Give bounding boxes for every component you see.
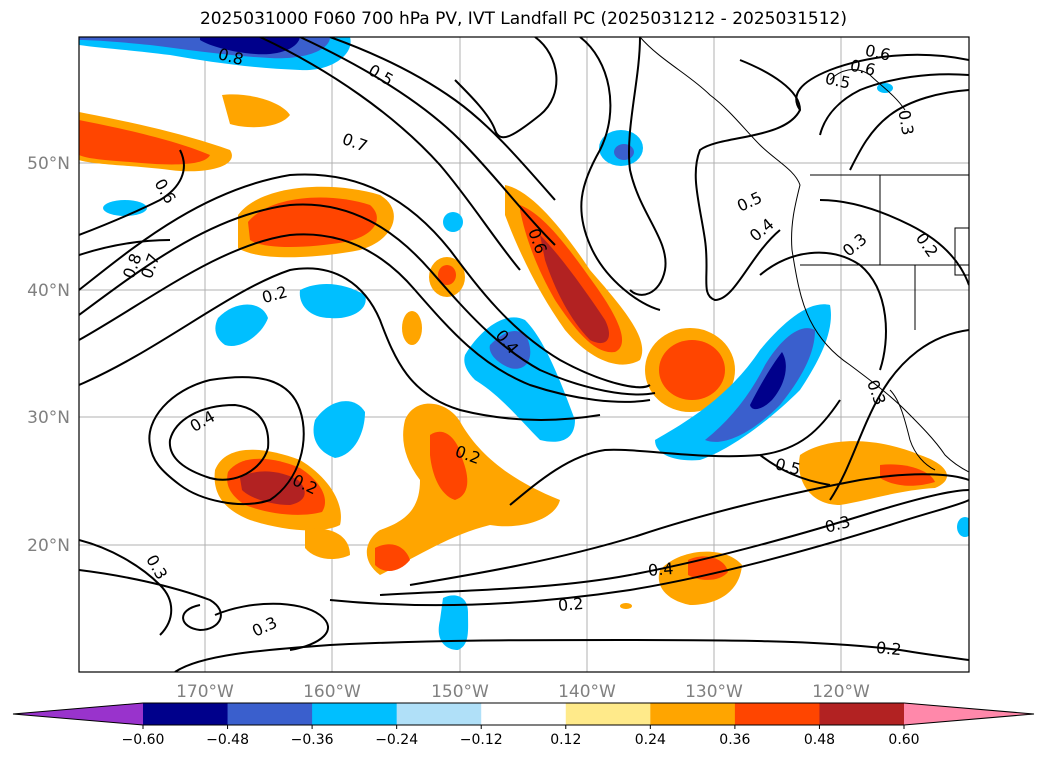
colorbar-swatch (734, 703, 820, 725)
colorbar-extend-max (904, 703, 1034, 725)
contour-label: 0.3 (894, 108, 917, 136)
pv-contours (79, 37, 969, 672)
lat-tick-label: 20°N (27, 536, 70, 556)
lat-tick-label: 30°N (27, 408, 70, 428)
colorbar-tick-label: −0.36 (291, 732, 334, 748)
colorbar-tick-label: 0.36 (719, 732, 750, 748)
colorbar-swatch (143, 703, 229, 725)
lat-tick-label: 40°N (27, 281, 70, 301)
lon-tick-label: 150°W (431, 682, 489, 702)
colorbar-swatch (396, 703, 482, 725)
contour-label: 0.2 (557, 594, 584, 615)
lon-tick-label: 160°W (303, 682, 361, 702)
colorbar-tick-label: −0.12 (460, 732, 503, 748)
colorbar-swatch (819, 703, 905, 725)
lon-tick-label: 170°W (176, 682, 234, 702)
lat-tick-labels: 50°N 40°N 30°N 20°N (27, 154, 70, 556)
lon-tick-label: 140°W (558, 682, 616, 702)
contour-label: 0.4 (647, 559, 674, 580)
colorbar-tick-label: 0.48 (804, 732, 835, 748)
colorbar-tick-label: −0.48 (206, 732, 249, 748)
colorbar-swatch (312, 703, 398, 725)
contour-label: 0.2 (875, 638, 902, 659)
colorbar-tick-label: 0.12 (550, 732, 581, 748)
contour-label: 0.6 (848, 56, 877, 80)
colorbar-tick-label: 0.60 (888, 732, 919, 748)
shaded-field (79, 37, 969, 650)
lon-tick-label: 120°W (812, 682, 870, 702)
colorbar-swatch (227, 703, 313, 725)
colorbar-swatch (481, 703, 567, 725)
lon-tick-label: 130°W (685, 682, 743, 702)
coastline (639, 37, 969, 473)
colorbar-swatch (650, 703, 736, 725)
map-frame (78, 36, 970, 673)
colorbar-tick-label: −0.60 (122, 732, 165, 748)
colorbar-tick-label: −0.24 (375, 732, 418, 748)
colorbar: −0.60 −0.48 −0.36 −0.24 −0.12 0.12 0.24 0.36 0.4… (12, 702, 1035, 748)
lat-tick-label: 50°N (27, 154, 70, 174)
contour-label: 0.6 (863, 41, 892, 65)
colorbar-swatch (565, 703, 651, 725)
colorbar-extend-min (13, 703, 143, 725)
lon-tick-labels: 170°W 160°W 150°W 140°W 130°W 120°W (176, 682, 870, 702)
colorbar-tick-label: 0.24 (635, 732, 666, 748)
chart-title: 2025031000 F060 700 hPa PV, IVT Landfall… (199, 9, 847, 29)
contour-label: 0.5 (823, 69, 852, 93)
